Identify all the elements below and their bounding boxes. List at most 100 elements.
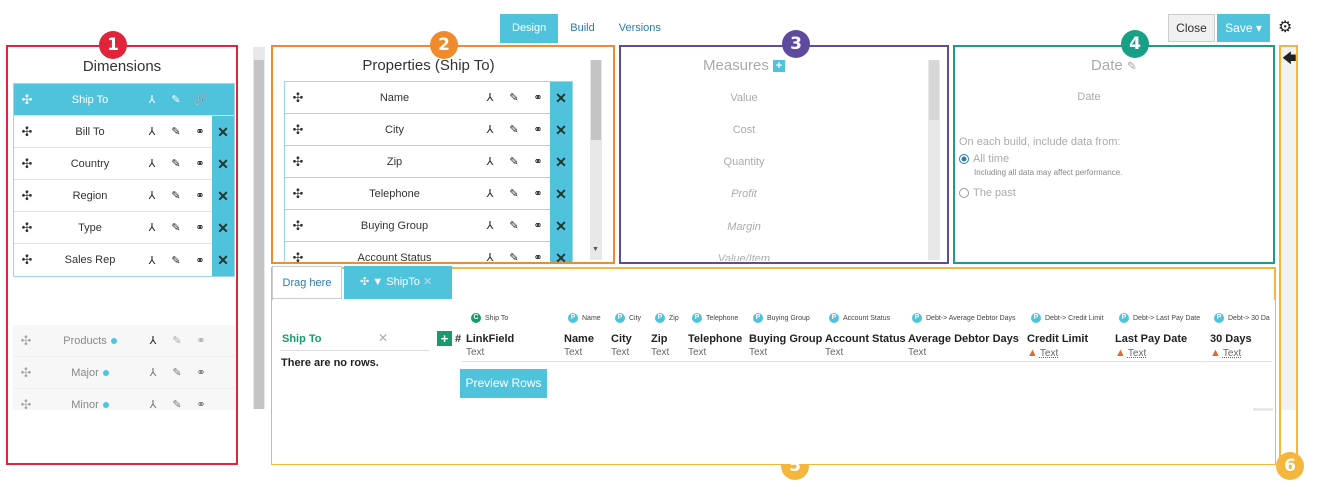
edit-icon[interactable]: ✎ xyxy=(171,254,181,267)
field-name[interactable]: Account Status xyxy=(825,333,906,345)
divider-scrollbar-thumb[interactable] xyxy=(254,60,264,409)
edit-icon[interactable]: ✎ xyxy=(171,94,181,106)
close-icon[interactable]: ✕ xyxy=(422,276,433,288)
field-name[interactable]: Name xyxy=(564,333,594,345)
measure-item[interactable]: Margin xyxy=(727,221,761,233)
edit-icon[interactable]: ✎ xyxy=(509,124,519,136)
link-icon[interactable]: ⚭ xyxy=(196,399,206,410)
field-name[interactable]: Buying Group xyxy=(749,333,823,345)
move-icon[interactable]: ✣ xyxy=(21,123,33,139)
hierarchy-icon[interactable]: ⅄ xyxy=(149,367,157,379)
dimension-row-products[interactable]: ✣ Products ⅄ ✎ ⚭ xyxy=(13,325,235,357)
edit-icon[interactable]: ✎ xyxy=(509,252,519,262)
hierarchy-icon[interactable]: ⅄ xyxy=(486,220,494,232)
edit-icon[interactable]: ✎ xyxy=(171,190,181,202)
move-icon[interactable]: ✣ xyxy=(21,91,33,107)
hierarchy-icon[interactable]: ⅄ xyxy=(148,222,156,234)
hierarchy-icon[interactable]: ⅄ xyxy=(148,254,156,267)
filter-icon[interactable]: ▼ xyxy=(372,276,384,288)
drag-here-tab[interactable]: Drag here xyxy=(272,266,342,299)
horizontal-scrollbar[interactable] xyxy=(1253,408,1273,411)
move-icon[interactable]: ✣ xyxy=(292,121,304,137)
edit-icon[interactable]: ✎ xyxy=(171,158,181,170)
edit-icon[interactable]: ✎ xyxy=(509,220,519,232)
dimension-row-region[interactable]: ✣ Region ⅄ ✎ ⚭ ✕ xyxy=(14,179,234,212)
move-icon[interactable]: ✣ xyxy=(21,155,33,171)
move-icon[interactable]: ✣ xyxy=(292,153,304,169)
radio-the-past[interactable]: The past xyxy=(959,187,1016,199)
tab-build[interactable]: Build xyxy=(570,22,595,34)
link-icon[interactable]: 🔗 xyxy=(193,94,207,106)
move-icon[interactable]: ✣ xyxy=(292,185,304,201)
link-icon[interactable]: ⚭ xyxy=(195,158,205,170)
edit-icon[interactable]: ✎ xyxy=(172,335,182,347)
property-row-telephone[interactable]: ✣ Telephone ⅄ ✎ ⚭ ✕ xyxy=(284,177,573,210)
link-icon[interactable]: ⚭ xyxy=(195,126,205,138)
add-measure-icon[interactable]: + xyxy=(773,60,786,73)
dimension-row-ship-to[interactable]: ✣ Ship To ⅄ ✎ 🔗 xyxy=(14,84,234,116)
radio-icon[interactable] xyxy=(959,154,969,165)
edit-icon[interactable]: ✎ xyxy=(172,367,182,379)
date-field[interactable]: Date xyxy=(1077,91,1101,103)
delete-icon[interactable]: ✕ xyxy=(212,211,234,244)
delete-icon[interactable]: ✕ xyxy=(212,115,234,148)
hierarchy-icon[interactable]: ⅄ xyxy=(148,190,156,202)
measure-item[interactable]: Value xyxy=(730,92,758,104)
move-icon[interactable]: ✣ xyxy=(21,252,33,267)
dimension-row-country[interactable]: ✣ Country ⅄ ✎ ⚭ ✕ xyxy=(14,147,234,180)
edit-icon[interactable]: ✎ xyxy=(172,399,182,410)
tab-versions[interactable]: Versions xyxy=(618,22,661,34)
move-icon[interactable]: ✣ xyxy=(20,364,32,380)
clear-filter-icon[interactable]: ✕ xyxy=(378,331,389,345)
delete-icon[interactable]: ✕ xyxy=(550,81,572,114)
dimension-row-major[interactable]: ✣ Major ⅄ ✎ ⚭ xyxy=(13,357,235,389)
field-name[interactable]: Credit Limit xyxy=(1027,333,1089,345)
edit-icon[interactable]: ✎ xyxy=(509,92,519,104)
delete-icon[interactable]: ✕ xyxy=(212,244,234,276)
shipto-filter-tab[interactable]: ✣ ▼ ShipTo ✕ xyxy=(344,266,452,299)
measure-item[interactable]: Quantity xyxy=(723,156,765,168)
delete-icon[interactable]: ✕ xyxy=(550,177,572,210)
move-icon[interactable]: ✣ xyxy=(21,187,33,203)
close-button[interactable]: Close xyxy=(1168,14,1215,42)
move-icon[interactable]: ✣ xyxy=(292,89,304,105)
delete-icon[interactable]: ✕ xyxy=(550,113,572,146)
measure-item[interactable]: Cost xyxy=(732,124,756,136)
add-column-icon[interactable]: + xyxy=(437,331,452,346)
edit-icon[interactable]: ✎ xyxy=(509,156,519,168)
scroll-down-icon[interactable]: ▼ xyxy=(592,246,599,253)
arrow-left-icon[interactable]: 🡄 xyxy=(1282,50,1297,66)
field-type-warning[interactable]: ▲ Text xyxy=(1115,347,1147,359)
move-icon[interactable]: ✣ xyxy=(292,249,304,263)
link-icon[interactable]: ⚭ xyxy=(533,124,543,136)
link-icon[interactable]: ⚭ xyxy=(195,254,205,267)
field-name[interactable]: Average Debtor Days xyxy=(908,333,1019,345)
link-icon[interactable]: ⚭ xyxy=(196,335,206,347)
delete-icon[interactable]: ✕ xyxy=(550,241,572,262)
delete-icon[interactable]: ✕ xyxy=(550,145,572,178)
move-icon[interactable]: ✣ xyxy=(360,276,370,288)
radio-icon[interactable] xyxy=(959,188,969,199)
link-icon[interactable]: ⚭ xyxy=(533,156,543,168)
hierarchy-icon[interactable]: ⅄ xyxy=(486,252,494,262)
link-icon[interactable]: ⚭ xyxy=(195,190,205,202)
hierarchy-icon[interactable]: ⅄ xyxy=(148,94,156,106)
dimension-row-type[interactable]: ✣ Type ⅄ ✎ ⚭ ✕ xyxy=(14,211,234,244)
property-row-name[interactable]: ✣ Name ⅄ ✎ ⚭ ✕ xyxy=(284,81,573,114)
link-icon[interactable]: ⚭ xyxy=(533,252,543,262)
field-name[interactable]: Telephone xyxy=(688,333,743,345)
hierarchy-icon[interactable]: ⅄ xyxy=(149,399,157,410)
measures-scrollbar-thumb[interactable] xyxy=(929,60,939,120)
measure-item[interactable]: Profit xyxy=(731,188,757,200)
radio-all-time[interactable]: All time xyxy=(959,153,1009,165)
dimension-row-bill-to[interactable]: ✣ Bill To ⅄ ✎ ⚭ ✕ xyxy=(14,115,234,148)
property-row-zip[interactable]: ✣ Zip ⅄ ✎ ⚭ ✕ xyxy=(284,145,573,178)
field-name[interactable]: Last Pay Date xyxy=(1115,333,1188,345)
hierarchy-icon[interactable]: ⅄ xyxy=(486,188,494,200)
hierarchy-icon[interactable]: ⅄ xyxy=(486,124,494,136)
properties-scrollbar-thumb[interactable] xyxy=(591,60,601,140)
tab-design[interactable]: Design xyxy=(500,14,559,43)
link-icon[interactable]: ⚭ xyxy=(195,222,205,234)
link-icon[interactable]: ⚭ xyxy=(196,367,206,379)
delete-icon[interactable]: ✕ xyxy=(212,147,234,180)
